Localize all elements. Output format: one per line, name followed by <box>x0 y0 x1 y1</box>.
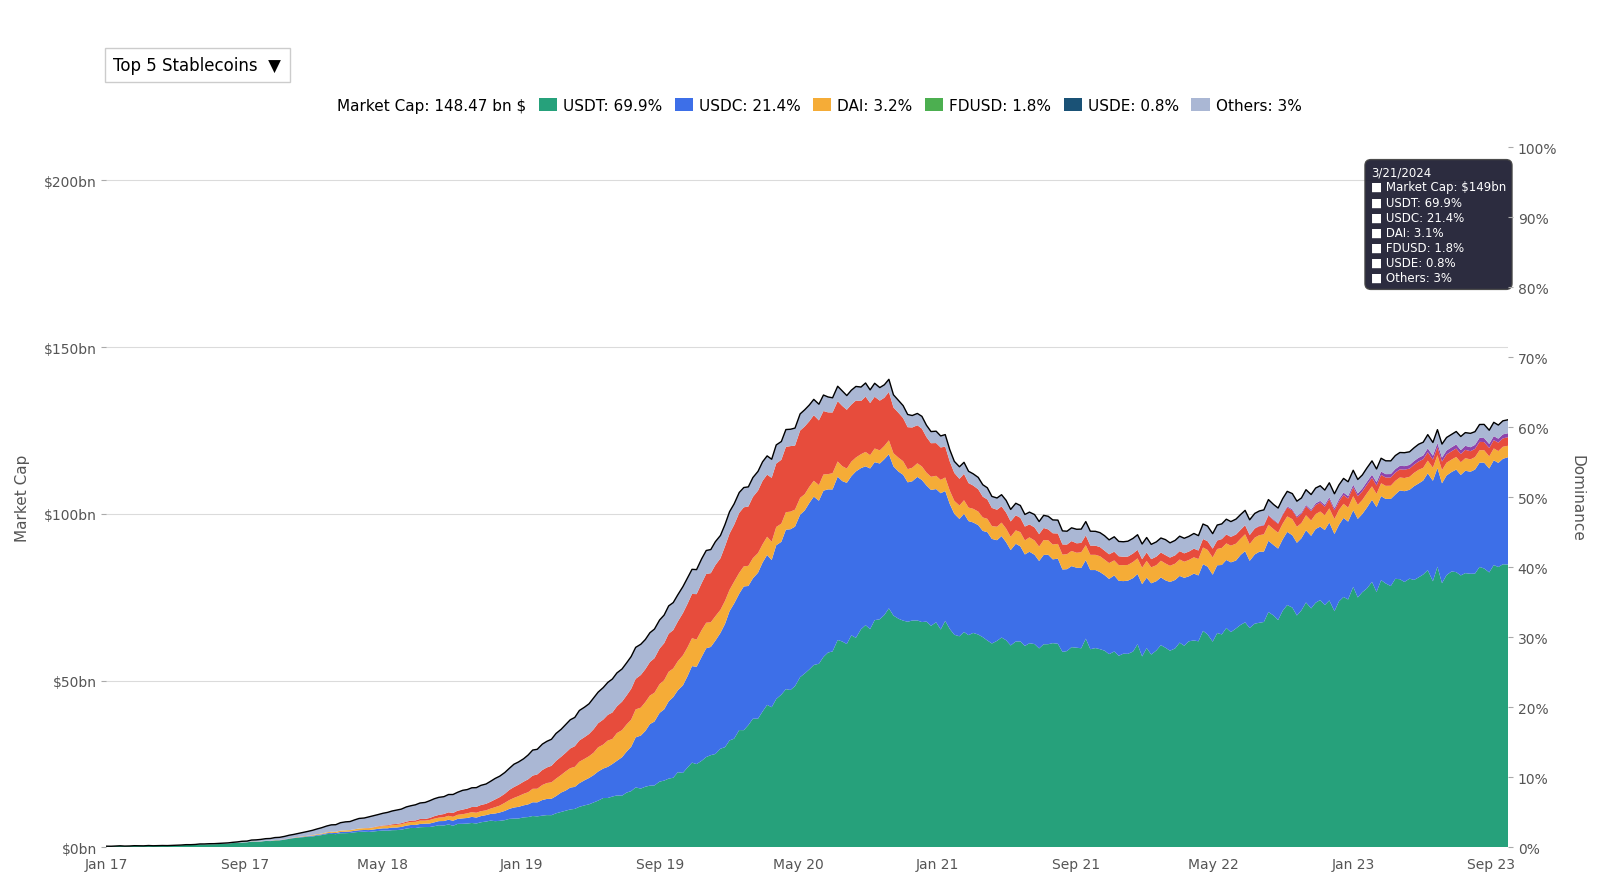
Text: 3/21/2024
■ Market Cap: $149bn
■ USDT: 69.9%
■ USDC: 21.4%
■ DAI: 3.1%
■ FDUSD: : 3/21/2024 ■ Market Cap: $149bn ■ USDT: 6… <box>1371 167 1506 284</box>
Y-axis label: Market Cap: Market Cap <box>14 454 30 541</box>
Y-axis label: Dominance: Dominance <box>1570 455 1586 541</box>
Text: Top 5 Stablecoins  ▼: Top 5 Stablecoins ▼ <box>114 57 282 75</box>
Legend: Market Cap: 148.47 bn $, USDT: 69.9%, USDC: 21.4%, DAI: 3.2%, FDUSD: 1.8%, USDE:: Market Cap: 148.47 bn $, USDT: 69.9%, US… <box>307 93 1307 120</box>
